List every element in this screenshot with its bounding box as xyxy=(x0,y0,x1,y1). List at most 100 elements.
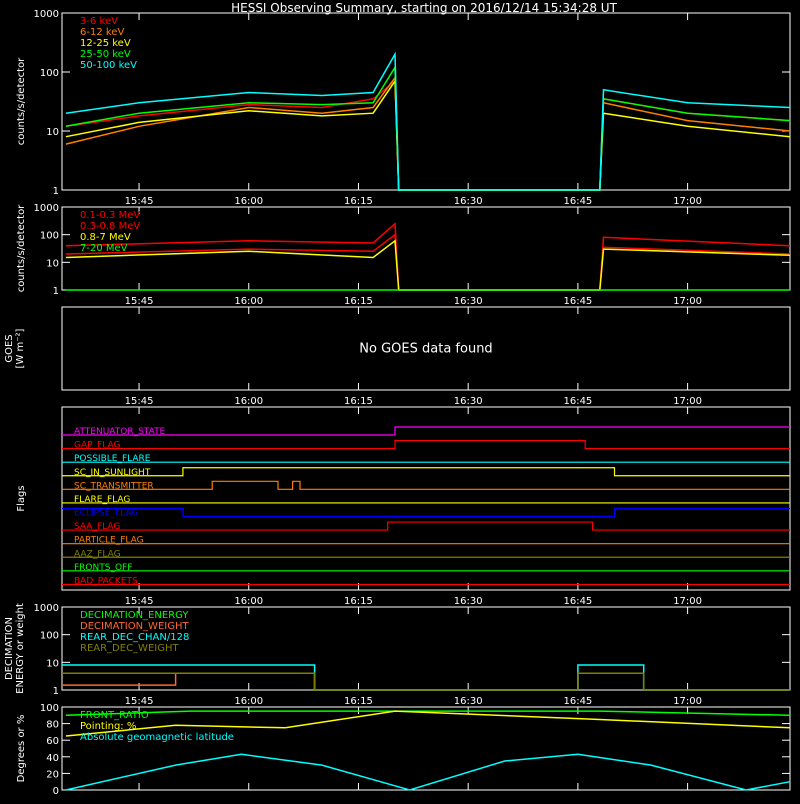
flag-label: FLARE_FLAG xyxy=(74,495,130,505)
x-tick-label: 16:15 xyxy=(344,296,373,307)
x-tick-label: 16:15 xyxy=(344,196,373,207)
x-tick-label: 16:30 xyxy=(454,196,483,207)
y-tick-label: 80 xyxy=(46,720,59,731)
flag-line xyxy=(62,467,790,477)
y-axis-label: Flags xyxy=(16,485,27,511)
x-tick-label: 16:45 xyxy=(563,696,592,707)
y-tick-label: 100 xyxy=(40,231,59,242)
panel-5: 15:45 16:00 16:15 16:30 16:45 17:00 1 10 100 1000… xyxy=(4,603,791,707)
legend-entry: 25-50 keV xyxy=(80,49,131,60)
y-axis-label: [W m⁻²] xyxy=(15,328,26,368)
flag-label: SC_IN_SUNLIGHT xyxy=(74,468,151,478)
flag-line xyxy=(62,521,790,531)
x-tick-label: 16:15 xyxy=(344,596,373,607)
flag-label: POSSIBLE_FLARE xyxy=(74,454,151,464)
y-tick-label: 60 xyxy=(46,736,59,747)
panel-frame xyxy=(61,706,791,791)
chart-title: HESSI Observing Summary, starting on 201… xyxy=(231,1,617,15)
x-tick-label: 16:15 xyxy=(344,696,373,707)
panel-1: 15:45 16:00 16:15 16:30 16:45 17:00 1 10 100 1000… xyxy=(16,9,791,207)
flag-label: FRONTS_OFF xyxy=(74,563,132,573)
flag-label: ATTENUATOR_STATE xyxy=(74,427,166,437)
y-tick-label: 1000 xyxy=(34,203,59,214)
x-tick-label: 16:00 xyxy=(234,296,263,307)
panel-frame xyxy=(61,306,791,391)
x-tick-label: 17:00 xyxy=(673,396,702,407)
legend-entry: FRONT_RATIO xyxy=(80,710,149,721)
flag-label: ECLIPSE_FLAG xyxy=(74,509,138,519)
legend-entry: 0.8-7 MeV xyxy=(80,232,131,243)
series-line xyxy=(62,672,790,691)
y-axis-label: GOES xyxy=(4,334,15,362)
legend-entry: Pointing: % xyxy=(80,721,136,732)
flag-line xyxy=(62,507,790,518)
series-line xyxy=(65,239,791,291)
flag-line xyxy=(62,480,790,490)
legend-entry: REAR_DEC_CHAN/128 xyxy=(80,632,189,643)
panel-frame xyxy=(61,406,791,591)
x-tick-label: 16:30 xyxy=(454,696,483,707)
x-tick-label: 17:00 xyxy=(673,196,702,207)
y-tick-label: 100 xyxy=(40,631,59,642)
legend-entry: DECIMATION_ENERGY xyxy=(80,610,189,621)
y-axis-label: Degrees or % xyxy=(16,715,27,783)
flag-label: PARTICLE_FLAG xyxy=(74,536,144,546)
y-axis-label: counts/s/detector xyxy=(16,204,27,292)
y-tick-label: 0 xyxy=(53,786,59,797)
flag-label: GAP_FLAG xyxy=(74,441,120,451)
x-tick-label: 15:45 xyxy=(125,596,154,607)
legend-entry: 12-25 keV xyxy=(80,38,131,49)
y-tick-label: 40 xyxy=(46,753,59,764)
flag-label: BAD_PACKETS xyxy=(74,576,138,586)
panel-4: 15:45 16:00 16:15 16:30 16:45 17:00 Flags ATTEN… xyxy=(16,406,791,607)
legend-entry: 6-12 keV xyxy=(80,27,124,38)
y-tick-label: 1 xyxy=(53,186,59,197)
series-line xyxy=(65,51,791,191)
y-tick-label: 1 xyxy=(53,286,59,297)
x-tick-label: 16:00 xyxy=(234,396,263,407)
y-tick-label: 10 xyxy=(46,658,59,669)
flag-line xyxy=(62,426,790,436)
y-tick-label: 10 xyxy=(46,127,59,138)
y-tick-label: 100 xyxy=(40,703,59,714)
x-tick-label: 16:30 xyxy=(454,596,483,607)
x-tick-label: 17:00 xyxy=(673,696,702,707)
legend-entry: 0.3-0.8 MeV xyxy=(80,221,140,232)
legend-entry: DECIMATION_WEIGHT xyxy=(80,621,189,632)
y-tick-label: 100 xyxy=(40,68,59,79)
x-tick-label: 16:45 xyxy=(563,596,592,607)
legend-entry: 3-6 keV xyxy=(80,16,118,27)
x-tick-label: 16:00 xyxy=(234,596,263,607)
x-tick-label: 15:45 xyxy=(125,396,154,407)
panel-3: 15:45 16:00 16:15 16:30 16:45 17:00 GOES [W m⁻²… xyxy=(4,306,791,407)
x-tick-label: 16:45 xyxy=(563,396,592,407)
y-axis-label: counts/s/detector xyxy=(16,57,27,145)
no-data-message: No GOES data found xyxy=(359,342,492,357)
legend-entry: REAR_DEC_WEIGHT xyxy=(80,643,179,654)
legend-entry: Absolute geomagnetic latitude xyxy=(80,732,234,743)
x-tick-label: 17:00 xyxy=(673,296,702,307)
y-tick-label: 1000 xyxy=(34,9,59,20)
x-tick-label: 16:30 xyxy=(454,296,483,307)
x-tick-label: 15:45 xyxy=(125,296,154,307)
y-tick-label: 20 xyxy=(46,769,59,780)
y-tick-label: 1 xyxy=(53,686,59,697)
flag-label: SAA_FLAG xyxy=(74,522,120,532)
y-axis-label: DECIMATION xyxy=(4,617,15,680)
legend-entry: 7-20 MeV xyxy=(80,243,128,254)
flag-label: SC_TRANSMITTER xyxy=(74,481,154,491)
x-tick-label: 17:00 xyxy=(673,596,702,607)
series-line xyxy=(65,710,791,737)
flag-line xyxy=(62,439,790,450)
x-tick-label: 16:45 xyxy=(563,296,592,307)
legend-entry: 50-100 keV xyxy=(80,60,137,71)
y-tick-label: 1000 xyxy=(34,603,59,614)
x-tick-label: 15:45 xyxy=(125,696,154,707)
panel-2: 15:45 16:00 16:15 16:30 16:45 17:00 1 10 100 1000… xyxy=(16,203,791,307)
x-tick-label: 16:15 xyxy=(344,396,373,407)
series-line xyxy=(65,753,791,791)
x-tick-label: 16:30 xyxy=(454,396,483,407)
x-tick-label: 16:00 xyxy=(234,196,263,207)
x-tick-label: 16:45 xyxy=(563,196,592,207)
